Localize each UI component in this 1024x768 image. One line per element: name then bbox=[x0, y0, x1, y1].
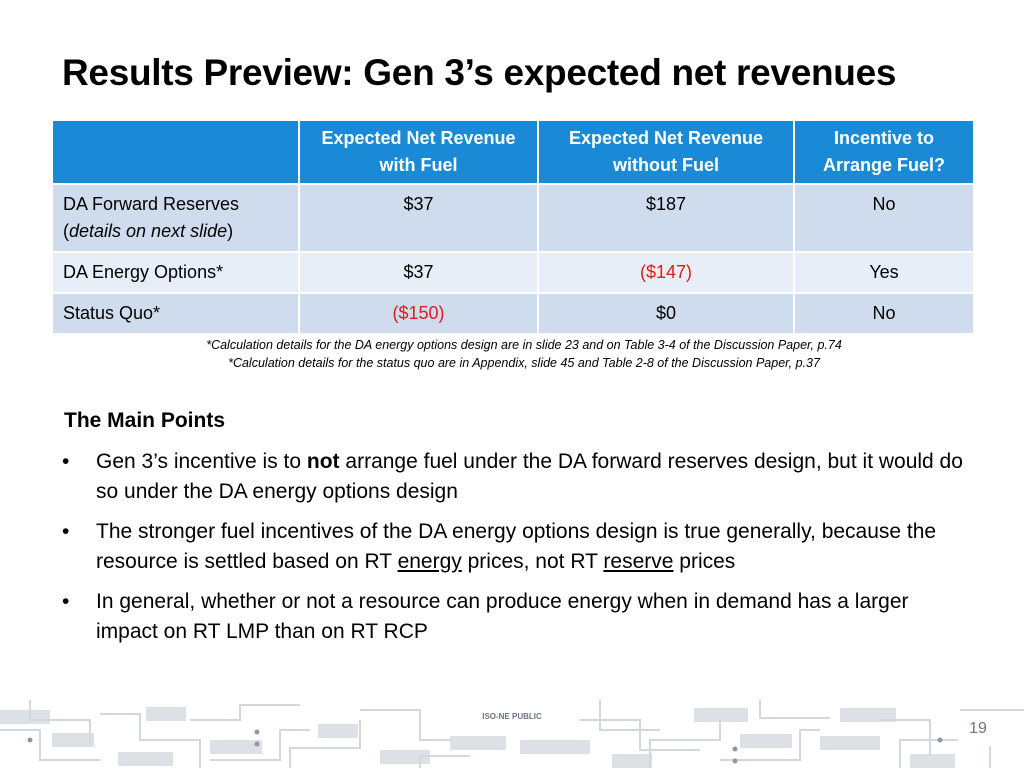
list-item: • The stronger fuel incentives of the DA… bbox=[62, 517, 972, 577]
header-empty bbox=[51, 119, 300, 185]
header-without-fuel: Expected Net Revenue without Fuel bbox=[537, 119, 795, 185]
point-emphasis: not bbox=[306, 450, 340, 473]
bullet-icon: • bbox=[62, 450, 70, 473]
footer-circuit-graphic bbox=[0, 700, 1024, 768]
header-with-fuel: Expected Net Revenue with Fuel bbox=[298, 119, 539, 185]
row-label-detail: details on next slide bbox=[69, 221, 228, 241]
footnotes: *Calculation details for the DA energy o… bbox=[0, 336, 1024, 372]
cell-with-fuel: $37 bbox=[298, 251, 539, 294]
cell-incentive: No bbox=[793, 183, 975, 253]
cell-without-fuel: $187 bbox=[537, 183, 795, 253]
page-number: 19 bbox=[958, 712, 998, 746]
list-item: • In general, whether or not a resource … bbox=[62, 587, 972, 647]
point-text: prices, not RT bbox=[461, 550, 604, 573]
row-label: DA Energy Options* bbox=[51, 251, 300, 294]
cell-with-fuel: $37 bbox=[298, 183, 539, 253]
main-points-heading: The Main Points bbox=[64, 409, 226, 432]
point-text: prices bbox=[673, 550, 736, 573]
header-incentive: Incentive to Arrange Fuel? bbox=[793, 119, 975, 185]
iso-ne-public-label: ISO-NE PUBLIC bbox=[470, 710, 554, 724]
cell-incentive: Yes bbox=[793, 251, 975, 294]
list-item: • Gen 3’s incentive is to not arrange fu… bbox=[62, 447, 972, 507]
footnote: *Calculation details for the status quo … bbox=[228, 356, 820, 370]
slide-title: Results Preview: Gen 3’s expected net re… bbox=[62, 52, 897, 93]
point-text: In general, whether or not a resource ca… bbox=[96, 590, 909, 643]
row-label-detail-close: ) bbox=[227, 221, 234, 241]
point-text: arrange fuel under the DA forward reserv… bbox=[96, 450, 963, 503]
row-label-cell: DA Forward Reserves (details on next slid… bbox=[51, 183, 300, 253]
main-points-list: • Gen 3’s incentive is to not arrange fu… bbox=[62, 447, 972, 657]
table-header-row: Expected Net Revenue with Fuel Expected … bbox=[51, 119, 975, 185]
point-underline: energy bbox=[397, 550, 462, 573]
row-label: DA Forward Reserves bbox=[63, 194, 240, 214]
point-text: Gen 3’s incentive is to bbox=[96, 450, 307, 473]
table-row: DA Forward Reserves (details on next slid… bbox=[51, 183, 975, 253]
point-text: The stronger fuel incentives of the DA e… bbox=[96, 520, 937, 573]
results-table: Expected Net Revenue with Fuel Expected … bbox=[51, 119, 975, 335]
bullet-icon: • bbox=[62, 520, 70, 543]
bullet-icon: • bbox=[62, 590, 70, 613]
cell-without-fuel: ($147) bbox=[537, 251, 795, 294]
cell-with-fuel: ($150) bbox=[298, 292, 539, 335]
cell-without-fuel: $0 bbox=[537, 292, 795, 335]
table-row: DA Energy Options* $37 ($147) Yes bbox=[51, 251, 975, 294]
cell-incentive: No bbox=[793, 292, 975, 335]
point-underline: reserve bbox=[603, 550, 674, 573]
row-label-detail-open: ( bbox=[63, 221, 69, 241]
table-row: Status Quo* ($150) $0 No bbox=[51, 292, 975, 335]
footnote: *Calculation details for the DA energy o… bbox=[206, 338, 842, 352]
row-label: Status Quo* bbox=[51, 292, 300, 335]
